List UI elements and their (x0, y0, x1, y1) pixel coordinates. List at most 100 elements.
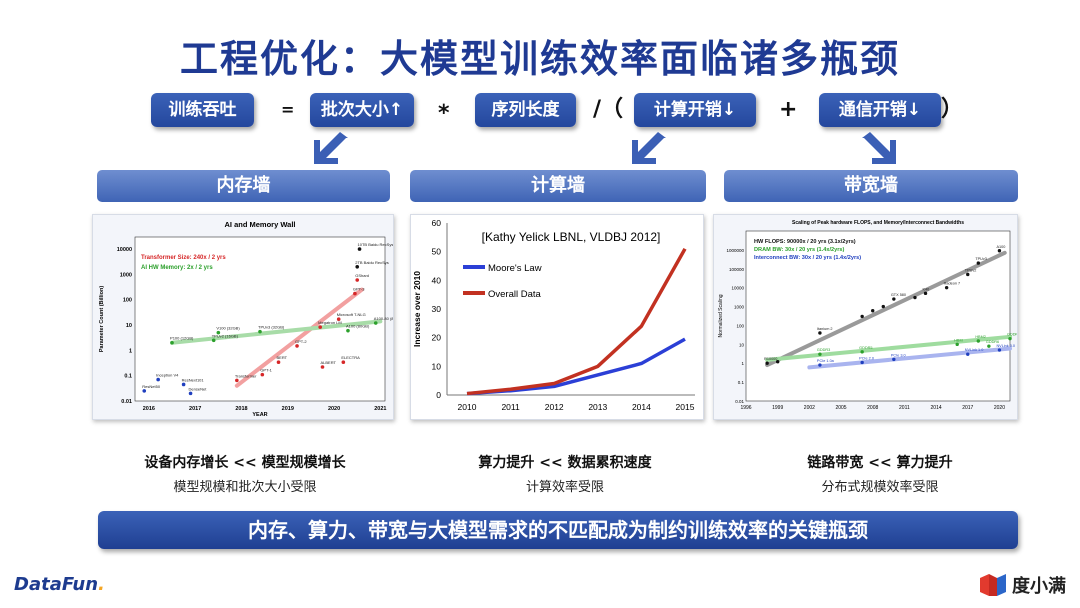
y-tick-label: 40 (432, 275, 442, 285)
compute-caption-main: 算力提升 << 数据累积速度 (478, 455, 652, 471)
bandwidth-wall-chart-panel: Scaling of Peak hardware FLOPS, and Memo… (713, 214, 1018, 420)
memory-wall-chart: AI and Memory Wall YEAR Parameter Count (B… (99, 220, 393, 418)
x-tick-label: 2019 (282, 406, 294, 412)
x-tick-label: 2008 (867, 405, 878, 411)
data-point (355, 278, 360, 282)
x-tick-label: 2017 (962, 405, 973, 411)
data-point-label: PCIe 2.0 (859, 356, 874, 360)
data-point (346, 328, 350, 333)
chart-title: AI and Memory Wall (225, 220, 296, 229)
data-point (295, 344, 299, 348)
x-tick-label: 1996 (740, 405, 751, 411)
compute-caption-sub: 计算效率受限 (525, 480, 604, 495)
arrow-down-right-icon (862, 132, 896, 164)
y-tick-label: 10000 (731, 286, 744, 291)
data-point (881, 304, 885, 309)
legend-entry: DRAM BW: 30x / 20 yrs (1.4x/2yrs) (754, 247, 845, 253)
x-axis-label: YEAR (252, 412, 267, 418)
legend-label: Moore's Law (488, 263, 542, 274)
x-tick-label: 2013 (588, 402, 607, 412)
interconnect-trend-line (807, 346, 1012, 370)
data-point (260, 372, 265, 377)
data-point (181, 382, 186, 387)
memory-caption-sub: 模型规模和批次大小受限 (173, 480, 317, 495)
data-point-label: BERT (277, 355, 288, 360)
data-point (966, 272, 970, 277)
legend-label: Overall Data (488, 289, 542, 300)
data-point (892, 297, 896, 301)
data-point-label: ELECTRA (341, 355, 360, 360)
data-point (860, 350, 864, 354)
x-tick-label: 2017 (189, 406, 201, 412)
data-point-label: HBM2 (975, 335, 986, 339)
y-tick-label: 20 (432, 333, 442, 343)
y-tick-label: 0 (436, 390, 441, 400)
x-tick-label: 2021 (374, 406, 386, 412)
transformer-trend-line (234, 287, 364, 388)
data-point-label: P100 (12GB) (170, 336, 194, 341)
data-point (235, 378, 239, 383)
data-point-label: 2TB Baidu RecSys (355, 260, 389, 265)
data-point-label: Microsoft T-NLG (337, 312, 366, 317)
multiply-sign: * (438, 101, 450, 126)
data-point (976, 339, 981, 343)
y-tick-label: 60 (432, 218, 442, 228)
data-point-label: HBM (954, 338, 962, 342)
data-point-label: K40 (923, 287, 930, 291)
data-point (1008, 336, 1012, 341)
x-tick-label: 2015 (676, 402, 695, 412)
data-point-label: A100-80 (80GB) (374, 316, 393, 321)
data-point-label: GDDR6 (986, 340, 999, 344)
y-axis-label: Normalized Scaling (718, 294, 724, 337)
data-point-label: GDDR3 (817, 348, 830, 352)
y-tick-label: 10 (739, 342, 745, 347)
x-tick-label: 2014 (632, 402, 651, 412)
data-point-label: V100 (32GB) (216, 326, 240, 331)
data-point (944, 285, 949, 290)
x-tick-label: 2020 (994, 405, 1005, 411)
chart-title: Scaling of Peak hardware FLOPS, and Memo… (792, 220, 964, 226)
y-tick-label: 100000 (729, 267, 745, 272)
divide-open-paren: /（ (593, 97, 624, 122)
arrow-down-left-icon (632, 132, 666, 164)
page-title: 工程优化：大模型训练效率面临诸多瓶颈 (179, 37, 900, 81)
data-point (923, 291, 928, 296)
x-tick-label: 2016 (143, 406, 155, 412)
flops-trend-line (765, 250, 1007, 368)
series-line (466, 337, 686, 396)
y-tick-label: 0.01 (735, 399, 744, 404)
series-line (466, 247, 687, 396)
data-point (966, 352, 970, 356)
close-paren: ） (941, 97, 964, 122)
y-tick-label: 30 (432, 304, 442, 314)
x-tick-label: 2011 (899, 405, 910, 411)
x-tick-label: 2020 (328, 406, 340, 412)
data-point (320, 365, 325, 369)
y-tick-label: 0.1 (738, 380, 745, 385)
data-point-label: 10TB Baidu RecSys (358, 242, 393, 247)
batch-size-box: 批次大小↑ (310, 93, 414, 127)
data-point (170, 340, 174, 345)
x-tick-label: 2005 (835, 405, 846, 411)
x-tick-label: 2014 (931, 405, 942, 411)
data-point (913, 295, 917, 300)
data-point-label: GPT-1 (260, 368, 272, 373)
data-point (997, 348, 1002, 352)
throughput-box: 训练吞吐 (151, 93, 254, 127)
legend-transformer: Transformer Size: 240x / 2 yrs (141, 255, 226, 261)
data-point (156, 377, 160, 382)
y-tick-label: 100 (123, 298, 132, 304)
conclusion-banner: 内存、算力、带宽与大模型需求的不匹配成为制约训练效率的关键瓶颈 (98, 511, 1018, 549)
x-tick-label: 1999 (772, 405, 783, 411)
data-point-label: GDDR5 (859, 346, 872, 350)
data-point (775, 360, 780, 364)
data-point (341, 360, 346, 365)
data-point-label: Radeon 7 (944, 282, 960, 286)
data-point (976, 261, 981, 265)
memory-wall-caption: 设备内存增长 << 模型规模增长 模型规模和批次大小受限 (110, 452, 380, 495)
y-tick-label: 10000 (117, 247, 132, 253)
data-point (355, 264, 360, 269)
dram-trend-line (765, 334, 1012, 362)
x-tick-label: 2011 (501, 402, 520, 412)
memory-wall-chart-panel: AI and Memory Wall YEAR Parameter Count (B… (92, 214, 394, 420)
